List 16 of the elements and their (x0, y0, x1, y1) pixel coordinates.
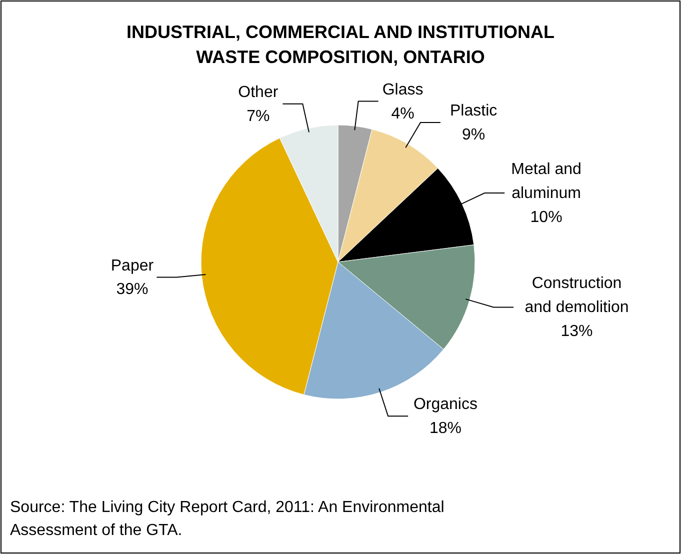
data-label: 39% (116, 281, 148, 298)
slice-label: Organics (413, 396, 478, 414)
slice-label: Metal and aluminum (511, 161, 582, 202)
data-label: 13% (560, 323, 593, 340)
slice-label: Glass (382, 81, 424, 98)
data-label: 10% (530, 209, 562, 226)
source-note: Source: The Living City Report Card, 2011: An Environmental Assessment of the GTA. (10, 499, 444, 539)
data-label: 18% (429, 420, 462, 438)
slice-label: Construction and demolition (524, 275, 629, 316)
data-label: 9% (462, 126, 486, 144)
slice-label: Plastic (450, 102, 498, 120)
data-label: 7% (246, 108, 270, 125)
chart-title: INDUSTRIAL, COMMERCIAL AND INSTITUTIONAL WASTE COMPOSITION, ONTARIO (126, 22, 554, 67)
slice-label: Paper (110, 257, 154, 274)
data-label: 4% (391, 105, 414, 122)
slice-label: Other (238, 84, 279, 101)
